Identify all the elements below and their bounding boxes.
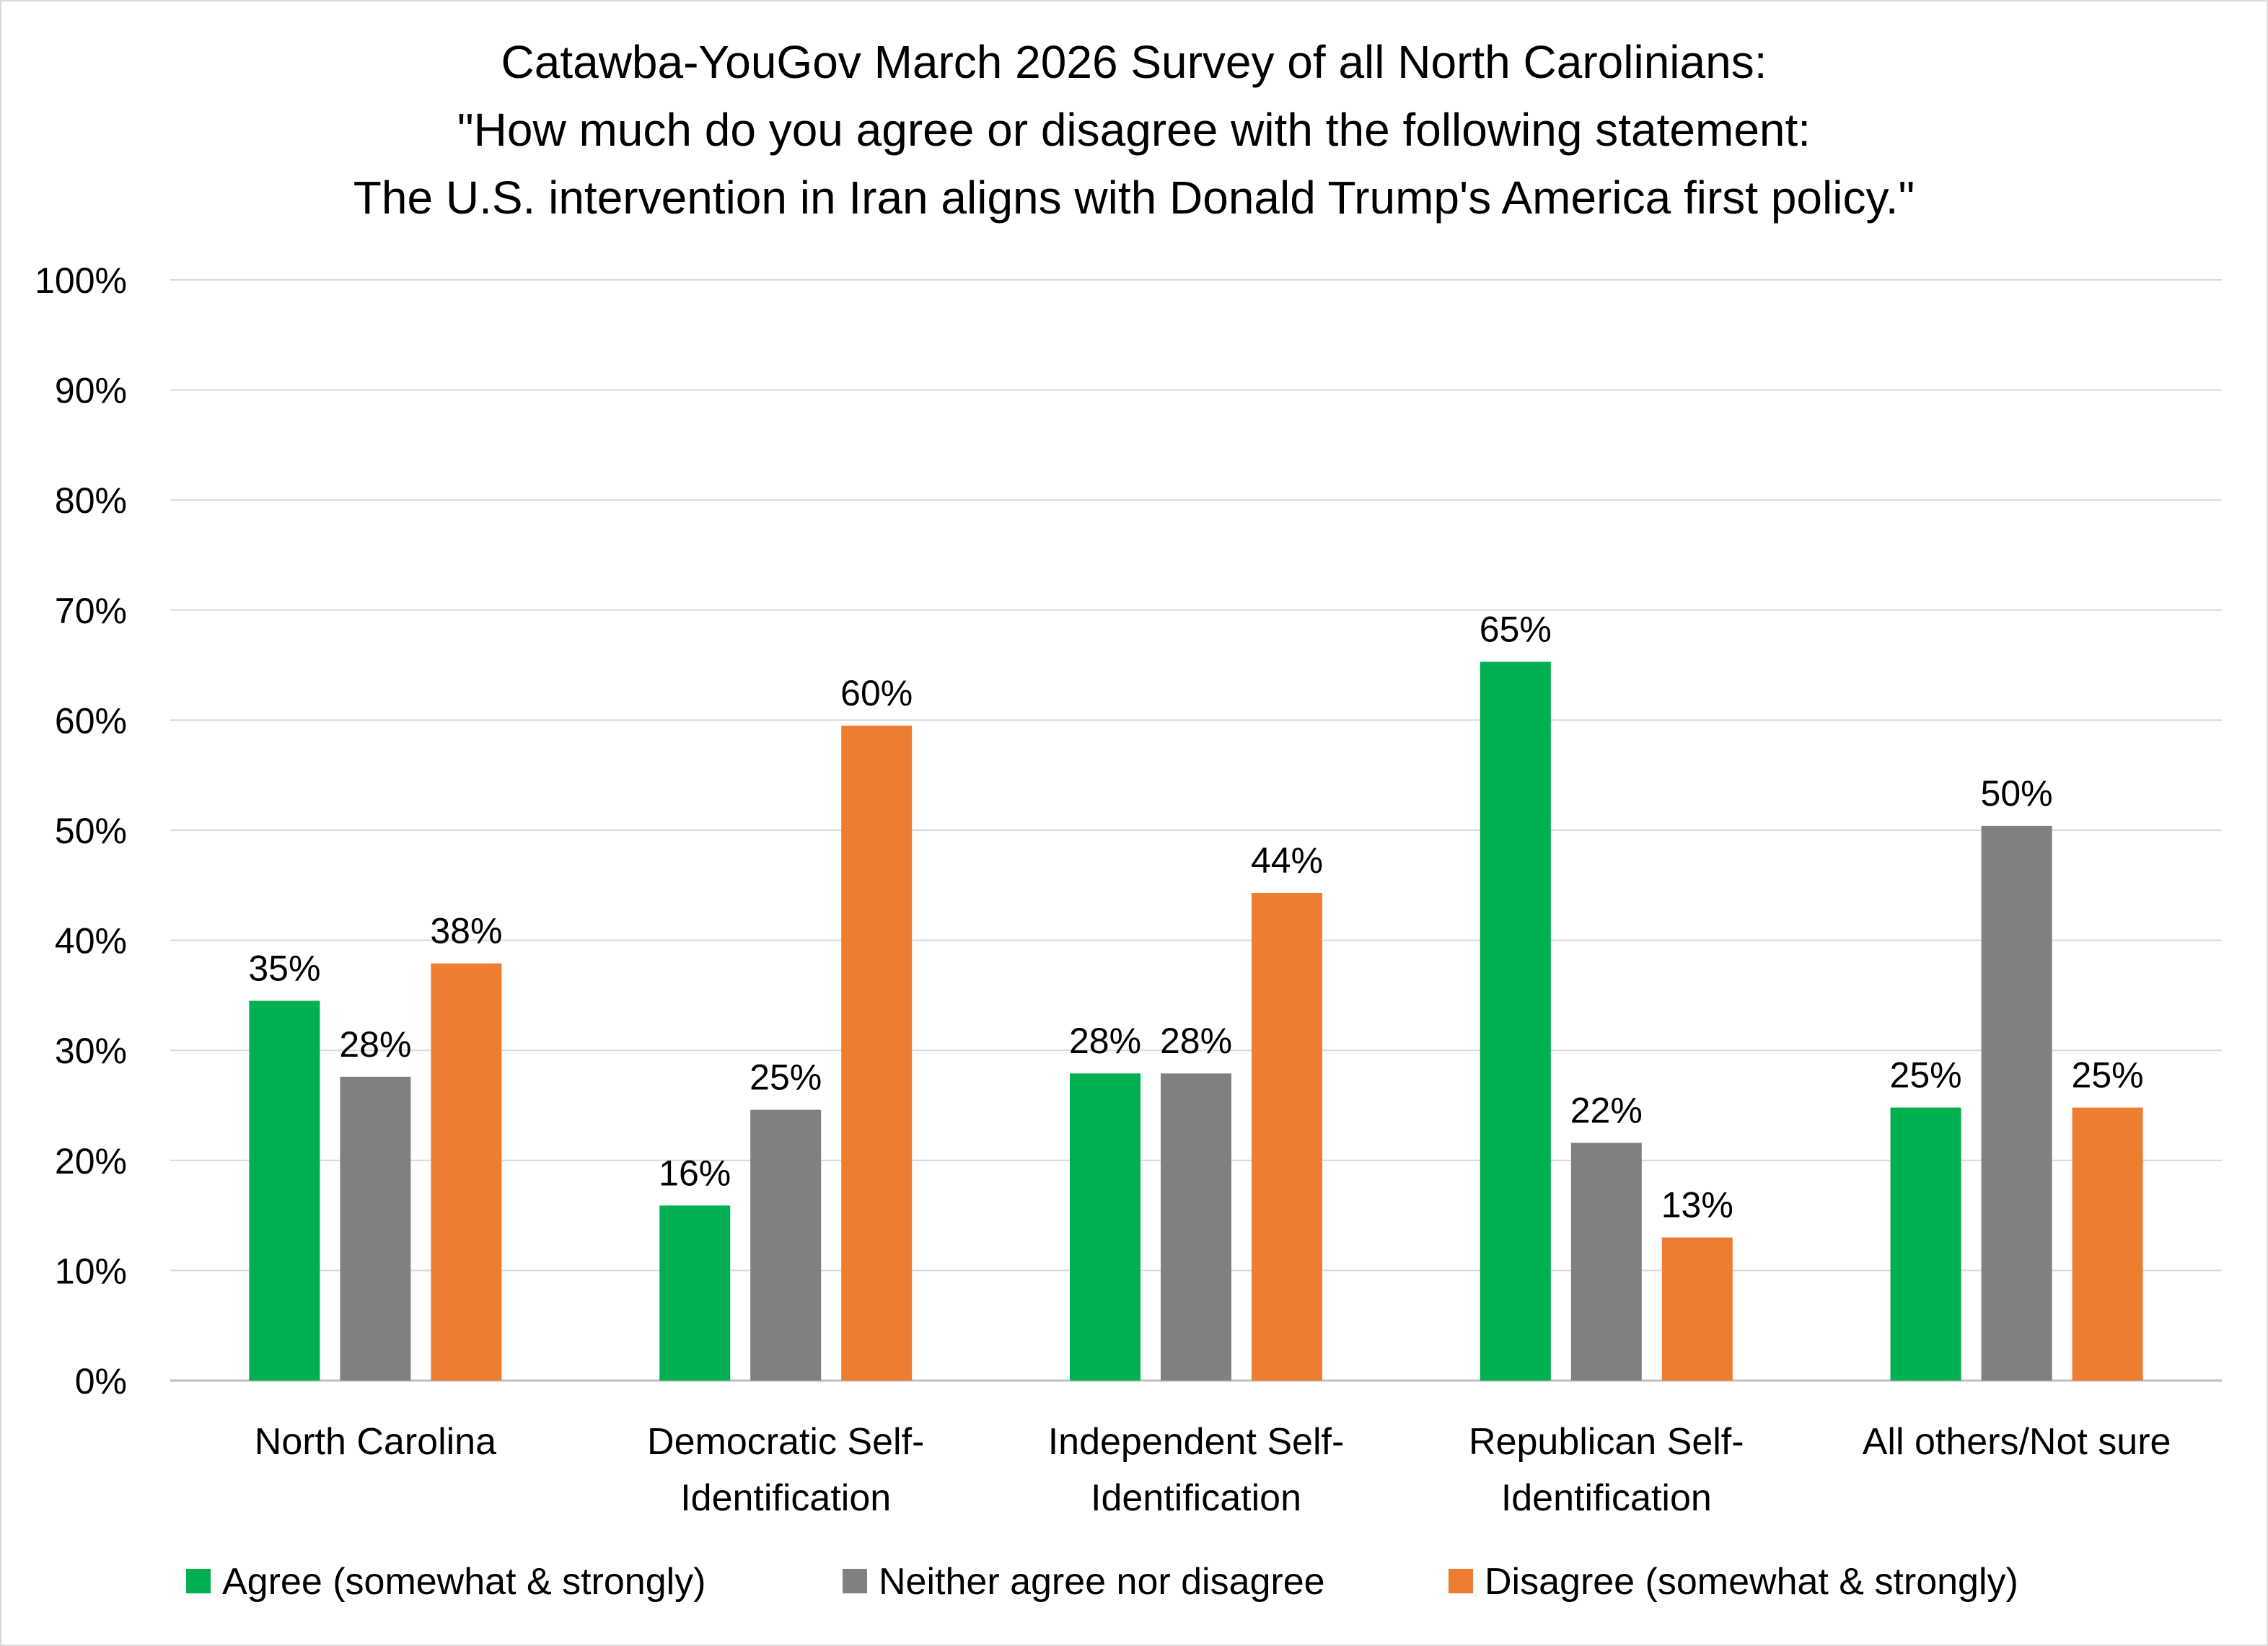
y-tick-label: 60% — [55, 700, 127, 741]
legend-label: Neither agree nor disagree — [879, 1561, 1325, 1603]
bar — [1480, 661, 1551, 1381]
legend-swatch — [186, 1569, 211, 1593]
bar — [1890, 1107, 1961, 1381]
chart-title-line: The U.S. intervention in Iran aligns wit… — [353, 172, 1915, 224]
data-label: 28% — [1069, 1021, 1141, 1061]
chart-title-line: "How much do you agree or disagree with … — [457, 104, 1811, 156]
bar — [2072, 1107, 2143, 1381]
bar — [249, 1000, 320, 1381]
chart-title: Catawba-YouGov March 2026 Survey of all … — [353, 36, 1915, 224]
legend-swatch — [843, 1569, 867, 1593]
data-labels: 35% 16% 28% 65% 25% 28% 25% 28% 22% 50% 38% 60% 44% 1… — [248, 609, 2143, 1225]
category-label: Identification — [1501, 1477, 1712, 1519]
bar — [659, 1205, 731, 1381]
y-tick-label: 80% — [55, 480, 127, 521]
data-label: 28% — [1160, 1021, 1232, 1061]
category-label: All others/Not sure — [1863, 1421, 2171, 1463]
y-tick-label: 70% — [55, 591, 127, 631]
y-tick-label: 50% — [55, 811, 127, 851]
data-label: 25% — [2072, 1055, 2144, 1096]
category-label: Identification — [680, 1477, 891, 1519]
data-label: 28% — [339, 1024, 411, 1065]
bar — [431, 963, 502, 1381]
category-label: Republican Self- — [1469, 1421, 1744, 1463]
y-tick-label: 10% — [55, 1251, 127, 1291]
legend: Agree (somewhat & strongly) Neither agree… — [186, 1561, 2018, 1603]
y-tick-label: 90% — [55, 371, 127, 411]
data-label: 35% — [248, 949, 320, 989]
data-label: 13% — [1661, 1185, 1733, 1225]
chart-title-line: Catawba-YouGov March 2026 Survey of all … — [501, 36, 1767, 88]
y-tick-label: 30% — [55, 1031, 127, 1071]
bar — [1981, 825, 2052, 1381]
bars — [249, 661, 2143, 1381]
bar — [750, 1109, 822, 1381]
category-label: Identification — [1091, 1477, 1301, 1519]
y-tick-label: 100% — [35, 260, 127, 301]
data-label: 22% — [1570, 1090, 1643, 1130]
data-label: 25% — [1890, 1055, 1962, 1096]
category-label: Democratic Self- — [647, 1421, 924, 1463]
bar — [1661, 1237, 1733, 1381]
legend-label: Agree (somewhat & strongly) — [222, 1561, 706, 1603]
data-label: 38% — [430, 911, 502, 951]
data-label: 44% — [1251, 840, 1323, 881]
category-label: North Carolina — [255, 1421, 496, 1463]
y-tick-label: 0% — [75, 1361, 127, 1401]
bar — [1570, 1143, 1642, 1381]
data-label: 25% — [750, 1057, 822, 1098]
data-label: 50% — [1981, 773, 2053, 814]
bar — [1070, 1073, 1140, 1381]
bar — [1252, 892, 1322, 1381]
y-tick-label: 20% — [55, 1141, 127, 1181]
data-label: 60% — [840, 673, 913, 713]
data-label: 16% — [659, 1153, 731, 1193]
bar — [340, 1076, 411, 1381]
legend-label: Disagree (somewhat & strongly) — [1485, 1561, 2018, 1603]
bar — [1161, 1073, 1231, 1381]
legend-swatch — [1449, 1569, 1473, 1593]
x-axis-categories: North Carolina Democratic Self- Identifica… — [255, 1421, 2171, 1519]
data-label: 65% — [1480, 609, 1552, 650]
y-axis-ticks: 0% 10% 20% 30% 40% 50% 60% 70% 80% 90% 100% — [35, 260, 127, 1401]
gridlines — [170, 279, 2222, 1382]
y-tick-label: 40% — [55, 921, 127, 961]
bar — [841, 726, 913, 1381]
category-label: Independent Self- — [1048, 1421, 1345, 1463]
